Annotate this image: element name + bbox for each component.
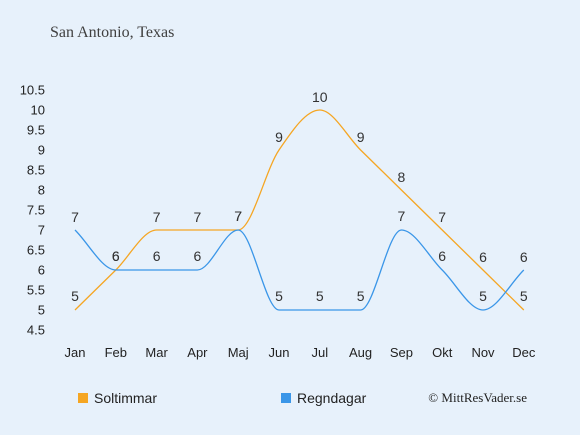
legend: Soltimmar Regndagar <box>78 390 367 406</box>
data-label-regndagar: 5 <box>357 288 365 304</box>
data-label-soltimmar: 5 <box>520 288 528 304</box>
data-label-regndagar: 6 <box>112 248 120 264</box>
data-label-regndagar: 7 <box>398 208 406 224</box>
y-tick-label: 8.5 <box>27 163 45 178</box>
data-label-regndagar: 5 <box>479 288 487 304</box>
data-label-soltimmar: 7 <box>234 208 242 224</box>
legend-swatch-soltimmar <box>78 393 88 403</box>
x-tick-label: Okt <box>432 345 453 360</box>
y-tick-label: 7.5 <box>27 203 45 218</box>
data-label-soltimmar: 9 <box>357 129 365 145</box>
data-label-regndagar: 6 <box>520 249 528 265</box>
x-tick-label: Aug <box>349 345 372 360</box>
data-label-regndagar: 6 <box>153 248 161 264</box>
x-axis: Jan Feb Mar Apr Maj Jun Jul Aug Sep Okt Nov Dec <box>65 345 536 360</box>
x-tick-label: Dec <box>512 345 536 360</box>
series-line-regndagar <box>74 229 525 311</box>
data-label-soltimmar: 5 <box>71 288 79 304</box>
data-label-regndagar: 5 <box>275 288 283 304</box>
data-label-regndagar: 6 <box>194 248 202 264</box>
y-tick-label: 10 <box>31 103 45 118</box>
data-label-soltimmar: 9 <box>275 129 283 145</box>
x-tick-label: Jun <box>269 345 290 360</box>
copyright-text: © MittResVader.se <box>428 390 527 405</box>
data-label-regndagar: 7 <box>71 209 79 225</box>
series-lines <box>74 109 525 311</box>
y-tick-label: 7 <box>38 223 45 238</box>
x-tick-label: Maj <box>228 345 249 360</box>
y-tick-label: 10.5 <box>20 83 45 98</box>
data-label-soltimmar: 10 <box>312 89 328 105</box>
y-tick-label: 6 <box>38 263 45 278</box>
data-label-soltimmar: 6 <box>112 248 120 264</box>
x-tick-label: Apr <box>187 345 208 360</box>
y-axis: 4.5 5 5.5 6 6.5 7 7.5 8 8.5 9 9.5 10 10.5 <box>20 83 45 338</box>
data-label-soltimmar: 7 <box>153 209 161 225</box>
x-tick-label: Feb <box>105 345 127 360</box>
data-label-soltimmar: 6 <box>479 249 487 265</box>
legend-swatch-regndagar <box>281 393 291 403</box>
data-label-soltimmar: 7 <box>194 209 202 225</box>
data-label-soltimmar: 8 <box>398 169 406 185</box>
y-tick-label: 6.5 <box>27 243 45 258</box>
x-tick-label: Jul <box>311 345 328 360</box>
data-label-regndagar: 6 <box>438 248 446 264</box>
x-tick-label: Jan <box>65 345 86 360</box>
data-label-regndagar: 5 <box>316 288 324 304</box>
legend-label-soltimmar: Soltimmar <box>94 390 157 406</box>
chart-title: San Antonio, Texas <box>50 24 174 41</box>
series-line-soltimmar <box>74 109 525 311</box>
x-tick-label: Sep <box>390 345 413 360</box>
data-label-regndagar: 7 <box>234 208 242 224</box>
y-tick-label: 9 <box>38 143 45 158</box>
y-tick-label: 5.5 <box>27 283 45 298</box>
legend-label-regndagar: Regndagar <box>297 390 367 406</box>
data-label-soltimmar: 7 <box>438 209 446 225</box>
y-tick-label: 8 <box>38 183 45 198</box>
y-tick-label: 9.5 <box>27 123 45 138</box>
x-tick-label: Nov <box>471 345 495 360</box>
x-tick-label: Mar <box>145 345 168 360</box>
y-tick-label: 4.5 <box>27 323 45 338</box>
y-tick-label: 5 <box>38 303 45 318</box>
